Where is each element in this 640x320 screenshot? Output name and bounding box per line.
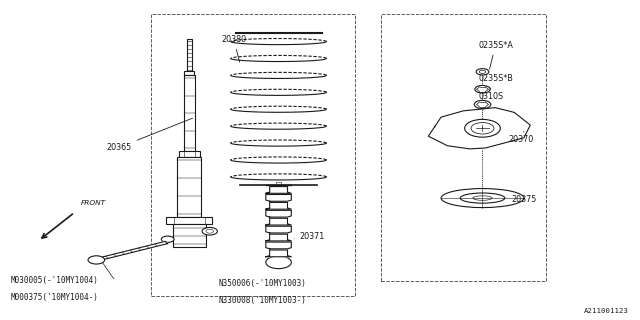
Text: 0235S*A: 0235S*A (478, 41, 513, 69)
Circle shape (476, 69, 489, 75)
Bar (276, 182, 281, 268)
Polygon shape (266, 250, 291, 257)
Circle shape (479, 70, 486, 73)
Polygon shape (266, 203, 291, 209)
Polygon shape (266, 242, 291, 249)
Text: N330008('10MY1003-): N330008('10MY1003-) (218, 296, 306, 305)
Polygon shape (266, 187, 291, 193)
Bar (187, 39, 192, 71)
Text: 20365: 20365 (106, 118, 193, 152)
Text: 20380: 20380 (221, 35, 246, 62)
Polygon shape (266, 218, 291, 225)
Circle shape (475, 85, 490, 93)
Text: 20375: 20375 (511, 195, 536, 204)
Text: M000375('10MY1004-): M000375('10MY1004-) (11, 292, 99, 301)
Text: N350006(-'10MY1003): N350006(-'10MY1003) (218, 279, 306, 288)
Circle shape (471, 123, 494, 134)
Ellipse shape (460, 193, 505, 203)
Circle shape (465, 119, 500, 137)
Bar (177, 157, 202, 217)
Bar (184, 71, 195, 75)
Bar (184, 75, 195, 151)
Polygon shape (95, 241, 168, 261)
Circle shape (161, 236, 174, 243)
Bar (166, 217, 212, 224)
Bar (184, 151, 195, 157)
Bar (174, 217, 205, 224)
Text: M030005(-'10MY1004): M030005(-'10MY1004) (11, 276, 99, 285)
Circle shape (88, 256, 104, 264)
Circle shape (474, 100, 491, 108)
Text: FRONT: FRONT (81, 200, 106, 206)
Polygon shape (266, 195, 291, 201)
Ellipse shape (473, 196, 492, 200)
Text: A211001123: A211001123 (584, 308, 629, 314)
Polygon shape (266, 234, 291, 241)
Polygon shape (428, 108, 531, 149)
Circle shape (202, 228, 218, 235)
Text: 20370: 20370 (508, 132, 533, 144)
Bar (179, 151, 200, 157)
Text: 0310S: 0310S (478, 92, 503, 105)
Ellipse shape (441, 188, 524, 208)
Polygon shape (266, 210, 291, 217)
Circle shape (266, 256, 291, 269)
Polygon shape (266, 226, 291, 233)
Bar (173, 224, 206, 247)
Text: 20371: 20371 (294, 232, 325, 241)
Text: 0235S*B: 0235S*B (478, 74, 513, 89)
